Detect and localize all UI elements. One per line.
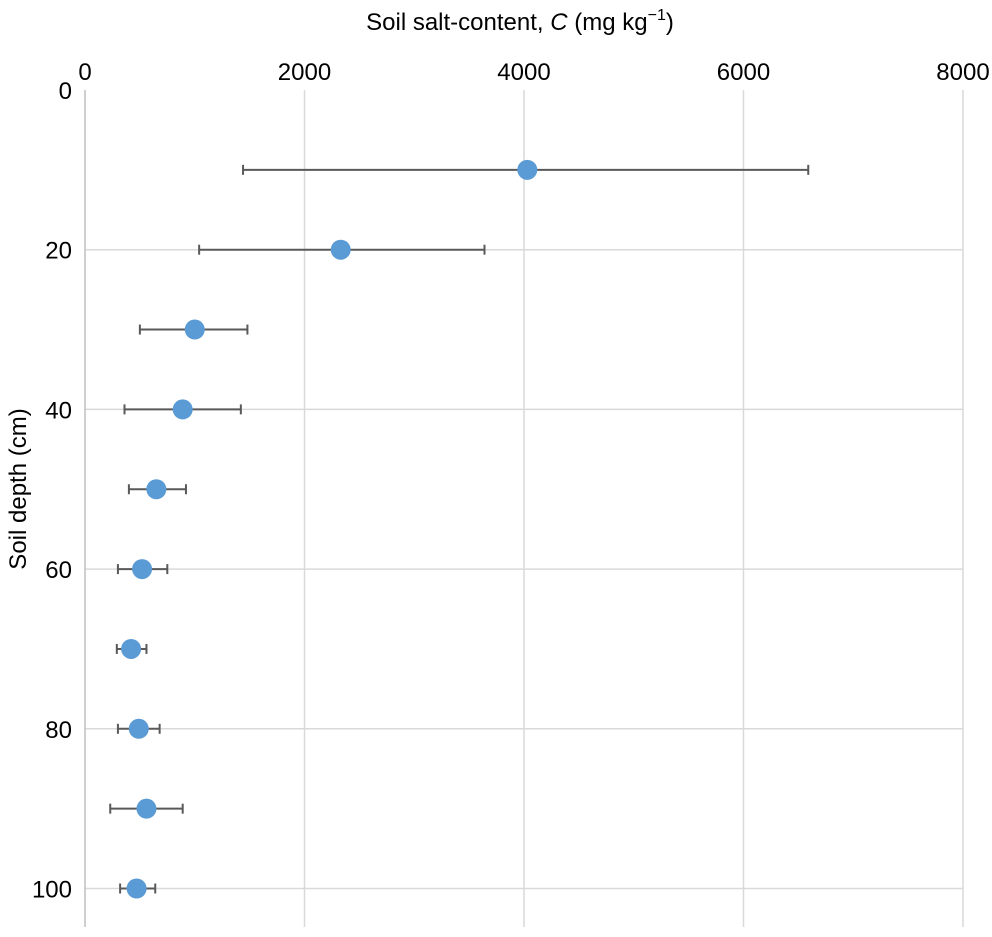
data-points bbox=[121, 159, 538, 899]
error-bars bbox=[109, 164, 810, 894]
y-tick-label: 80 bbox=[45, 717, 72, 744]
data-point bbox=[184, 319, 205, 340]
x-tick-label: 0 bbox=[78, 59, 91, 86]
x-tick-label: 8000 bbox=[936, 59, 989, 86]
data-point bbox=[172, 399, 193, 420]
data-point bbox=[121, 638, 142, 659]
data-point bbox=[136, 798, 157, 819]
gridlines bbox=[85, 90, 964, 927]
x-axis-title-prefix: Soil salt-content, bbox=[366, 9, 550, 36]
x-tick-label: 6000 bbox=[717, 59, 770, 86]
y-tick-label: 60 bbox=[45, 557, 72, 584]
data-point bbox=[330, 239, 351, 260]
y-tick-label: 20 bbox=[45, 238, 72, 265]
data-point bbox=[126, 878, 147, 899]
x-axis-title-unit-superscript: −1 bbox=[648, 7, 666, 24]
x-tick-label: 2000 bbox=[278, 59, 331, 86]
y-axis-title: Soil depth (cm) bbox=[5, 408, 32, 569]
x-tick-label: 4000 bbox=[497, 59, 550, 86]
tick-labels: 0 2000 4000 6000 8000 0 20 40 60 80 100 bbox=[32, 59, 990, 904]
data-point bbox=[517, 159, 538, 180]
x-axis-title: Soil salt-content, C (mg kg−1) bbox=[366, 7, 674, 36]
y-tick-label: 0 bbox=[59, 78, 72, 105]
y-tick-label: 100 bbox=[32, 877, 72, 904]
x-axis-title-unit: (mg kg bbox=[568, 9, 648, 36]
data-point bbox=[132, 559, 153, 580]
data-point bbox=[146, 479, 167, 500]
x-axis-title-unit-close: ) bbox=[666, 9, 674, 36]
data-point bbox=[128, 718, 149, 739]
y-tick-label: 40 bbox=[45, 397, 72, 424]
x-axis-title-symbol: C bbox=[550, 9, 568, 36]
